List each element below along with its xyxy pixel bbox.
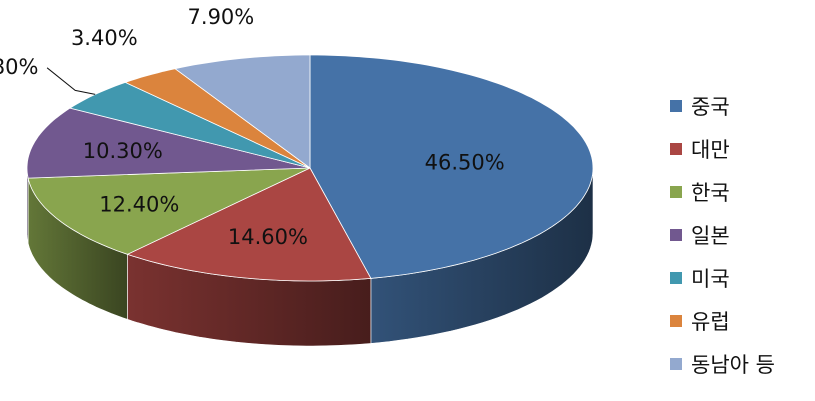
pie-slice-1 — [126, 167, 372, 282]
legend-swatch — [670, 357, 682, 370]
data-label-2: 12.40% — [99, 193, 179, 217]
legend-label: 한국 — [691, 180, 730, 205]
legend-label: 일본 — [691, 223, 730, 248]
data-label-3: 10.30% — [83, 139, 163, 163]
data-label-1: 14.60% — [228, 225, 308, 249]
legend-swatch — [670, 228, 682, 241]
legend-item-6: 동남아 등 — [670, 342, 810, 385]
pie-slice-5 — [124, 68, 311, 169]
legend-item-2: 한국 — [670, 170, 810, 213]
pie-slice-3 — [26, 107, 311, 179]
leader-line-4 — [46, 67, 96, 95]
pie-side-walls — [26, 167, 594, 347]
legend-label: 동남아 등 — [691, 352, 775, 377]
legend-label: 미국 — [691, 266, 730, 291]
pie-slice-6 — [174, 54, 311, 169]
pie-side-slice-3 — [26, 168, 29, 244]
legend-label: 중국 — [691, 94, 730, 119]
pie-data-labels: 46.50% 14.60% 12.40% 10.30% 4.80% 3.40% 7.90% — [0, 5, 505, 249]
pie-slice-0 — [309, 54, 594, 279]
legend-label: 유럽 — [691, 309, 730, 334]
legend-swatch — [670, 271, 682, 284]
legend-item-1: 대만 — [670, 127, 810, 170]
legend-swatch — [670, 142, 682, 155]
legend-item-0: 중국 — [670, 84, 810, 127]
legend-swatch — [670, 314, 682, 327]
legend-swatch — [670, 185, 682, 198]
legend-swatch — [670, 99, 682, 112]
data-label-4: 4.80% — [0, 55, 38, 79]
legend-item-5: 유럽 — [670, 299, 810, 342]
legend-label: 대만 — [691, 137, 730, 162]
data-label-6: 7.90% — [188, 5, 255, 29]
legend-item-4: 미국 — [670, 256, 810, 299]
legend-item-3: 일본 — [670, 213, 810, 256]
pie-slice-2 — [27, 167, 311, 255]
pie-slice-4 — [68, 81, 311, 169]
pie-top-faces — [26, 54, 594, 282]
data-label-0: 46.50% — [425, 150, 505, 174]
data-label-5: 3.40% — [71, 26, 138, 50]
